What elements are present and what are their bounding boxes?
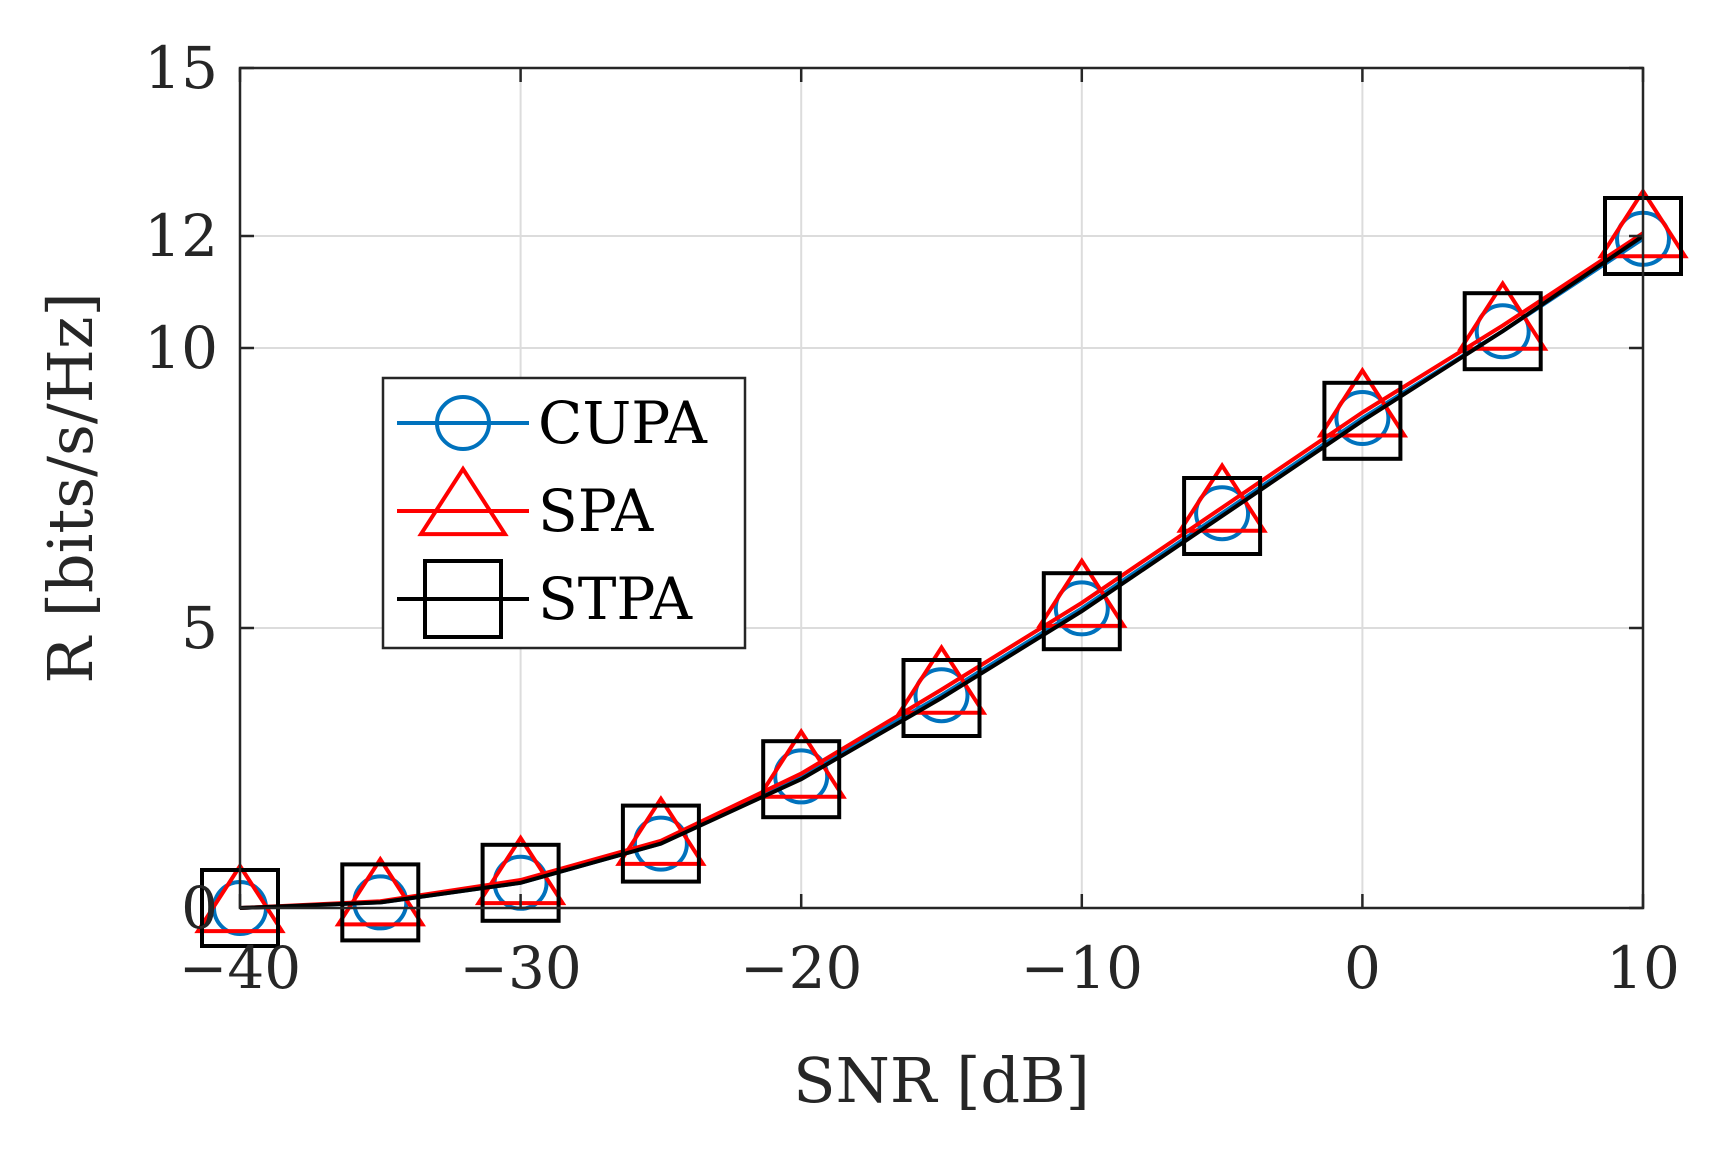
data-point-spa (1036, 557, 1128, 628)
x-tick-label: 10 (1606, 934, 1680, 1002)
data-point-cupa (1474, 303, 1531, 360)
legend-marker-stpa (423, 559, 503, 639)
data-point-spa (1316, 366, 1409, 438)
data-point-stpa (340, 862, 421, 943)
data-point-cupa (632, 815, 689, 872)
data-point-stpa (1462, 291, 1543, 372)
y-axis-title: R [bits/s/Hz] (34, 292, 107, 683)
ticks (238, 66, 1645, 910)
data-point-cupa (1053, 580, 1110, 637)
data-point-stpa (901, 658, 982, 738)
data-point-spa (755, 727, 847, 799)
data-point-stpa (480, 842, 561, 923)
series-line-spa (239, 231, 1645, 910)
series-layer (194, 187, 1689, 948)
data-point-cupa (1194, 485, 1251, 542)
legend-marker-spa (417, 465, 509, 537)
y-tick-label: 5 (181, 594, 218, 662)
data-point-stpa (1322, 380, 1403, 461)
data-point-spa (334, 855, 426, 927)
data-point-stpa (761, 739, 842, 820)
x-axis-title: SNR [dB] (793, 1044, 1090, 1117)
legend-label-cupa: CUPA (538, 389, 708, 457)
series-line-stpa (239, 234, 1645, 910)
data-point-cupa (773, 748, 830, 805)
y-tick-label: 12 (144, 202, 218, 270)
data-point-cupa (913, 667, 970, 724)
data-point-spa (615, 795, 707, 866)
y-tick-label: 15 (144, 34, 218, 102)
data-point-spa (194, 862, 286, 934)
plot-frame (238, 66, 1645, 910)
x-tick-label: −20 (740, 934, 862, 1002)
y-tick-label: 10 (144, 314, 218, 382)
data-point-stpa (1182, 476, 1263, 556)
y-tick-label: 0 (181, 874, 218, 942)
data-point-stpa (1041, 571, 1122, 652)
series-stpa (200, 196, 1683, 948)
x-tick-label: −30 (459, 934, 581, 1002)
tick-labels: −40 −30 −20 −10 0 10 0 5 10 12 15 (144, 34, 1680, 1002)
legend: CUPA SPA STPA (381, 376, 747, 650)
legend-item-spa: SPA (397, 465, 654, 545)
legend-item-stpa: STPA (397, 559, 693, 639)
legend-items: CUPA SPA STPA (397, 389, 708, 639)
data-point-spa (1176, 461, 1268, 533)
x-tick-label: −40 (179, 934, 301, 1002)
legend-label-spa: SPA (538, 477, 654, 545)
data-point-stpa (620, 803, 701, 884)
data-point-spa (895, 643, 988, 715)
x-tick-label: 0 (1344, 934, 1381, 1002)
legend-item-cupa: CUPA (397, 389, 708, 457)
data-point-cupa (1334, 390, 1391, 446)
x-tick-label: −10 (1021, 934, 1143, 1002)
legend-marker-cupa (435, 395, 491, 451)
legend-label-stpa: STPA (538, 565, 693, 633)
